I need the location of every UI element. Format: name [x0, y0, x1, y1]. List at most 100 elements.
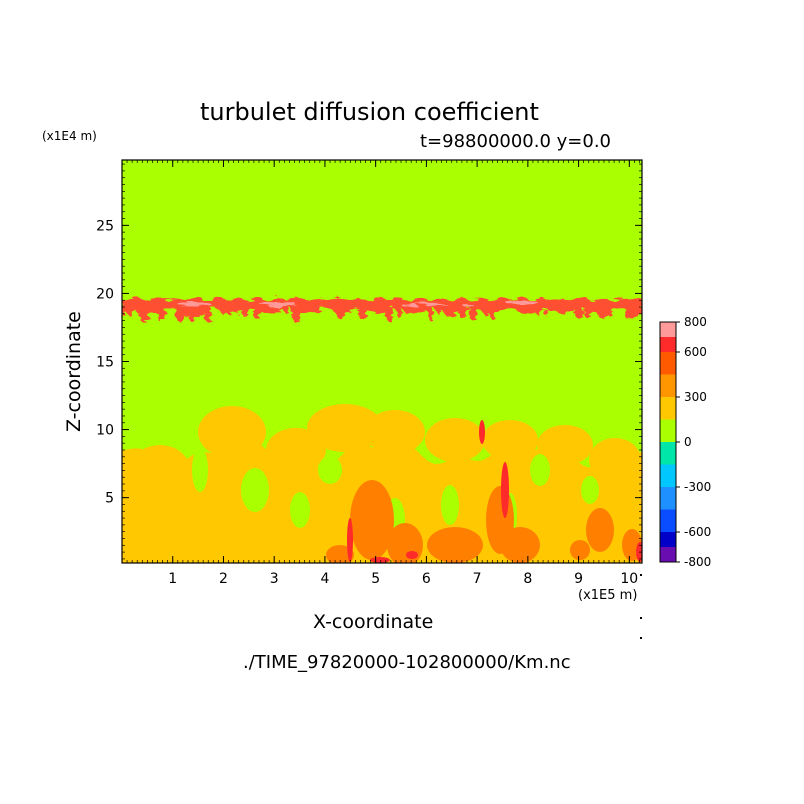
colorbar-segment: [660, 487, 676, 510]
upper-layer-drip: [597, 306, 608, 319]
lower-layer-eddy: [290, 492, 310, 528]
lower-layer-billow: [365, 410, 425, 454]
x-axis-label: X-coordinate: [313, 611, 434, 633]
upper-layer-drip: [174, 303, 185, 322]
colorbar-label: -300: [684, 480, 711, 494]
x-tick-label: 3: [270, 571, 279, 587]
colorbar-segment: [660, 322, 676, 337]
lower-layer-core: [427, 527, 483, 563]
upper-layer-drip: [291, 302, 300, 323]
upper-layer-drip: [139, 302, 148, 323]
lower-layer-peak: [406, 551, 418, 559]
lower-layer-billow: [198, 406, 266, 458]
lower-layer-peak: [501, 462, 509, 518]
lower-layer-core: [586, 508, 614, 552]
x-tick-label: 5: [371, 571, 380, 587]
x-axis-unit: (x1E5 m): [578, 588, 638, 603]
upper-layer-drip: [385, 304, 393, 321]
y-tick-label: 10: [96, 423, 114, 439]
x-tick-label: 4: [320, 571, 329, 587]
x-tick-label: 2: [219, 571, 228, 587]
lower-layer-billow: [307, 404, 383, 452]
lower-layer-billow: [165, 470, 215, 530]
lower-layer-eddy: [530, 454, 550, 486]
colorbar-segment: [660, 532, 676, 547]
lower-layer-core: [387, 523, 423, 563]
colorbar-segment: [660, 547, 676, 562]
upper-layer: [122, 297, 642, 323]
lower-layer-core: [570, 540, 590, 560]
upper-layer-drip: [241, 307, 249, 318]
x-tick-label: 1: [168, 571, 177, 587]
lower-layer-eddy: [441, 485, 459, 525]
colorbar-segment: [660, 464, 676, 487]
y-tick-label: 20: [96, 286, 114, 302]
colorbar-label: 800: [684, 315, 707, 329]
lower-layer-edge: [122, 508, 134, 563]
chart-title: turbulet diffusion coefficient: [200, 98, 539, 126]
lower-layer: [122, 404, 642, 563]
lower-layer-billow: [425, 418, 485, 462]
colorbar-label: 0: [684, 435, 692, 449]
colorbar-label: 300: [684, 390, 707, 404]
colorbar-segment: [660, 419, 676, 442]
colorbar-segment: [660, 442, 676, 465]
y-tick-label: 5: [105, 491, 114, 507]
upper-layer-highlight: [505, 300, 539, 304]
upper-layer-drip: [543, 309, 549, 316]
lower-layer-core: [350, 480, 394, 560]
x-tick-label: 10: [620, 571, 638, 587]
colorbar-label: -800: [684, 555, 711, 569]
y-tick-label: 15: [96, 355, 114, 371]
colorbar-segment: [660, 509, 676, 532]
lower-layer-eddy: [192, 448, 208, 492]
lower-layer-peak: [479, 420, 485, 444]
colorbar-segment: [660, 352, 676, 375]
upper-layer-drip: [160, 304, 167, 321]
upper-layer-highlight: [463, 304, 475, 308]
upper-layer-highlight: [401, 303, 418, 307]
lower-layer-eddy: [318, 456, 342, 484]
y-tick-label: 25: [96, 218, 114, 234]
x-tick-label: 7: [473, 571, 482, 587]
chart-subtitle: t=98800000.0 y=0.0: [420, 131, 612, 152]
colorbar-label: -600: [684, 525, 711, 539]
lower-layer-billow: [537, 425, 593, 465]
y-axis-ticks: 5 10 15 20 25: [96, 218, 642, 507]
upper-layer-drip: [428, 304, 434, 322]
axis-markers: [640, 574, 642, 639]
colorbar: 800 600 300 0 -300 -600 -800: [659, 315, 711, 569]
lower-layer-peak: [347, 518, 353, 562]
x-tick-label: 8: [523, 571, 532, 587]
upper-layer-drip: [448, 308, 456, 317]
upper-layer-drip: [574, 307, 584, 319]
upper-layer-drip: [253, 306, 260, 319]
upper-layer-drip: [357, 305, 367, 320]
colorbar-label: 600: [684, 345, 707, 359]
source-file: ./TIME_97820000-102800000/Km.nc: [243, 652, 571, 673]
lower-layer-billow: [589, 438, 641, 482]
upper-layer-drip: [584, 306, 592, 319]
x-tick-label: 9: [574, 571, 583, 587]
contour-field: [122, 297, 642, 563]
upper-layer-drip: [397, 306, 402, 319]
upper-layer-drip: [490, 305, 496, 321]
x-axis-ticks: 1 2 3 4 5 6 7 8 9 10: [168, 160, 638, 587]
upper-layer-drip: [188, 302, 196, 323]
upper-layer-drip: [625, 306, 631, 320]
lower-layer-core: [326, 545, 354, 563]
colorbar-segment: [660, 397, 676, 420]
upper-layer-drip: [459, 306, 466, 319]
lower-layer-eddy: [241, 468, 269, 512]
lower-layer-peak: [370, 557, 390, 563]
lower-layer-billow: [482, 420, 538, 460]
colorbar-segment: [660, 337, 676, 352]
lower-layer-eddy: [581, 476, 599, 504]
y-axis-unit: (x1E4 m): [42, 129, 97, 143]
upper-layer-highlight: [258, 302, 283, 306]
x-tick-label: 6: [422, 571, 431, 587]
y-axis-label: Z-coordinate: [63, 311, 85, 432]
upper-layer-highlight: [177, 302, 212, 306]
colorbar-segment: [660, 374, 676, 397]
